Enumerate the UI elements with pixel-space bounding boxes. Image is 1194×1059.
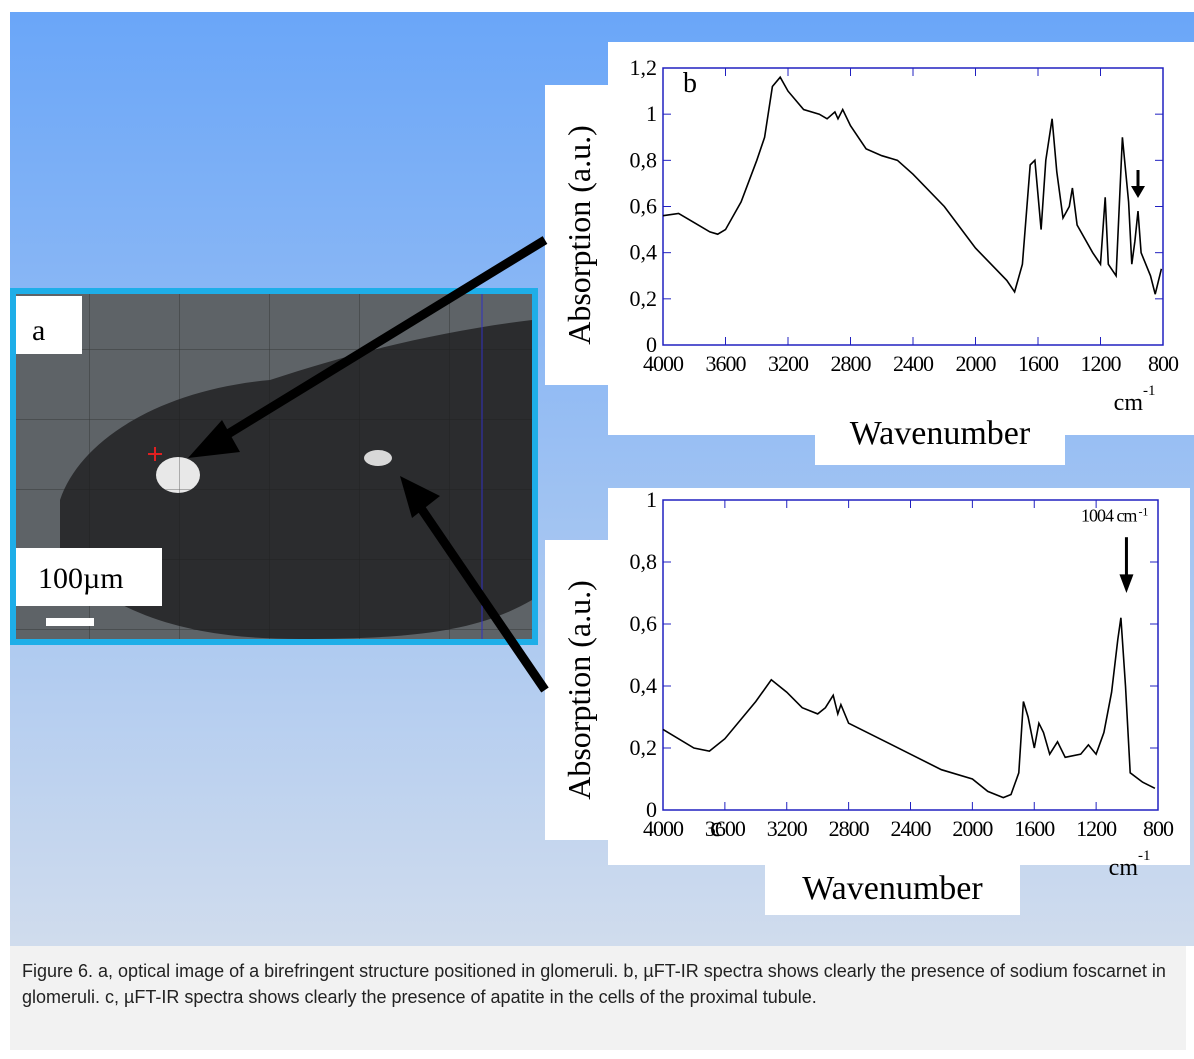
annotation-arrowhead [1119, 574, 1134, 593]
annotation: 1004 cm [1081, 506, 1137, 526]
x-tick-label: 800 [1148, 351, 1179, 376]
x-axis-label: Wavenumber [802, 870, 983, 907]
x-unit-exponent: -1 [1143, 383, 1156, 399]
x-tick-label: 3200 [768, 351, 809, 376]
x-tick-label: 3200 [767, 816, 808, 841]
y-tick-label: 1 [646, 487, 657, 512]
annotation-exponent: -1 [1138, 505, 1148, 519]
label-box [545, 85, 610, 385]
y-tick-label: 1 [646, 101, 657, 126]
y-tick-label: 0,4 [630, 240, 658, 265]
x-tick-label: 3600 [706, 351, 747, 376]
x-tick-label: 1200 [1081, 351, 1122, 376]
x-tick-label: 2000 [952, 816, 993, 841]
x-tick-label: 1200 [1076, 816, 1117, 841]
x-unit-exponent: -1 [1138, 848, 1151, 864]
y-tick-label: 0,2 [630, 735, 658, 760]
x-unit: cm [1114, 390, 1144, 416]
x-tick-label: 4000 [643, 351, 684, 376]
chart-background [608, 488, 1190, 865]
caption: Figure 6. a, optical image of a birefrin… [10, 946, 1186, 1050]
charts: 0 0,2 0,4 0,6 0,8 1 1,2 4000 3600 3200 2800 2400 200… [545, 42, 1194, 915]
x-unit: cm [1109, 855, 1139, 881]
panel-a: a 100µm [10, 288, 538, 645]
y-tick-label: 0,6 [630, 194, 658, 219]
label-box [765, 855, 1020, 915]
scale-bar [46, 618, 94, 626]
y-axis-label: Absorption (a.u.) [561, 125, 597, 345]
y-tick-label: 0,6 [630, 611, 658, 636]
y-axis-label: Absorption (a.u.) [561, 580, 597, 800]
panel-label: b [683, 68, 697, 99]
y-tick-label: 0,8 [630, 147, 658, 172]
x-tick-label: 1600 [1014, 816, 1055, 841]
x-tick-label: 1600 [1018, 351, 1059, 376]
y-tick-label: 1,2 [630, 55, 658, 80]
x-tick-label: 2400 [893, 351, 934, 376]
chart-background [608, 42, 1194, 435]
arrows [188, 236, 549, 693]
y-tick-label: 0,2 [630, 286, 658, 311]
x-tick-label: 4000 [643, 816, 684, 841]
x-tick-label: 2000 [956, 351, 997, 376]
x-axis-label: Wavenumber [850, 415, 1031, 452]
x-tick-label: 2400 [891, 816, 932, 841]
y-tick-label: 0,8 [630, 549, 658, 574]
y-tick-label: 0,4 [630, 673, 658, 698]
x-tick-label: 800 [1143, 816, 1174, 841]
x-tick-label: 2800 [831, 351, 872, 376]
panel-label: c [710, 812, 722, 843]
figure: a 100µm 0 0,2 0,4 0,6 0,8 1 1,2 4000 3600 3200 280… [10, 12, 1194, 946]
label-box [545, 540, 610, 840]
panel-label: a [32, 314, 45, 347]
label-box [815, 400, 1065, 465]
marker-arrowhead [1131, 186, 1145, 198]
spectrum-line [662, 75, 1163, 295]
x-tick-label: 2800 [829, 816, 870, 841]
y-tick-label: 0 [646, 332, 657, 357]
scale-bar-label: 100µm [38, 562, 124, 595]
x-tick-label: 3600 [705, 816, 746, 841]
y-tick-label: 0 [646, 797, 657, 822]
spectrum-line [662, 617, 1156, 799]
